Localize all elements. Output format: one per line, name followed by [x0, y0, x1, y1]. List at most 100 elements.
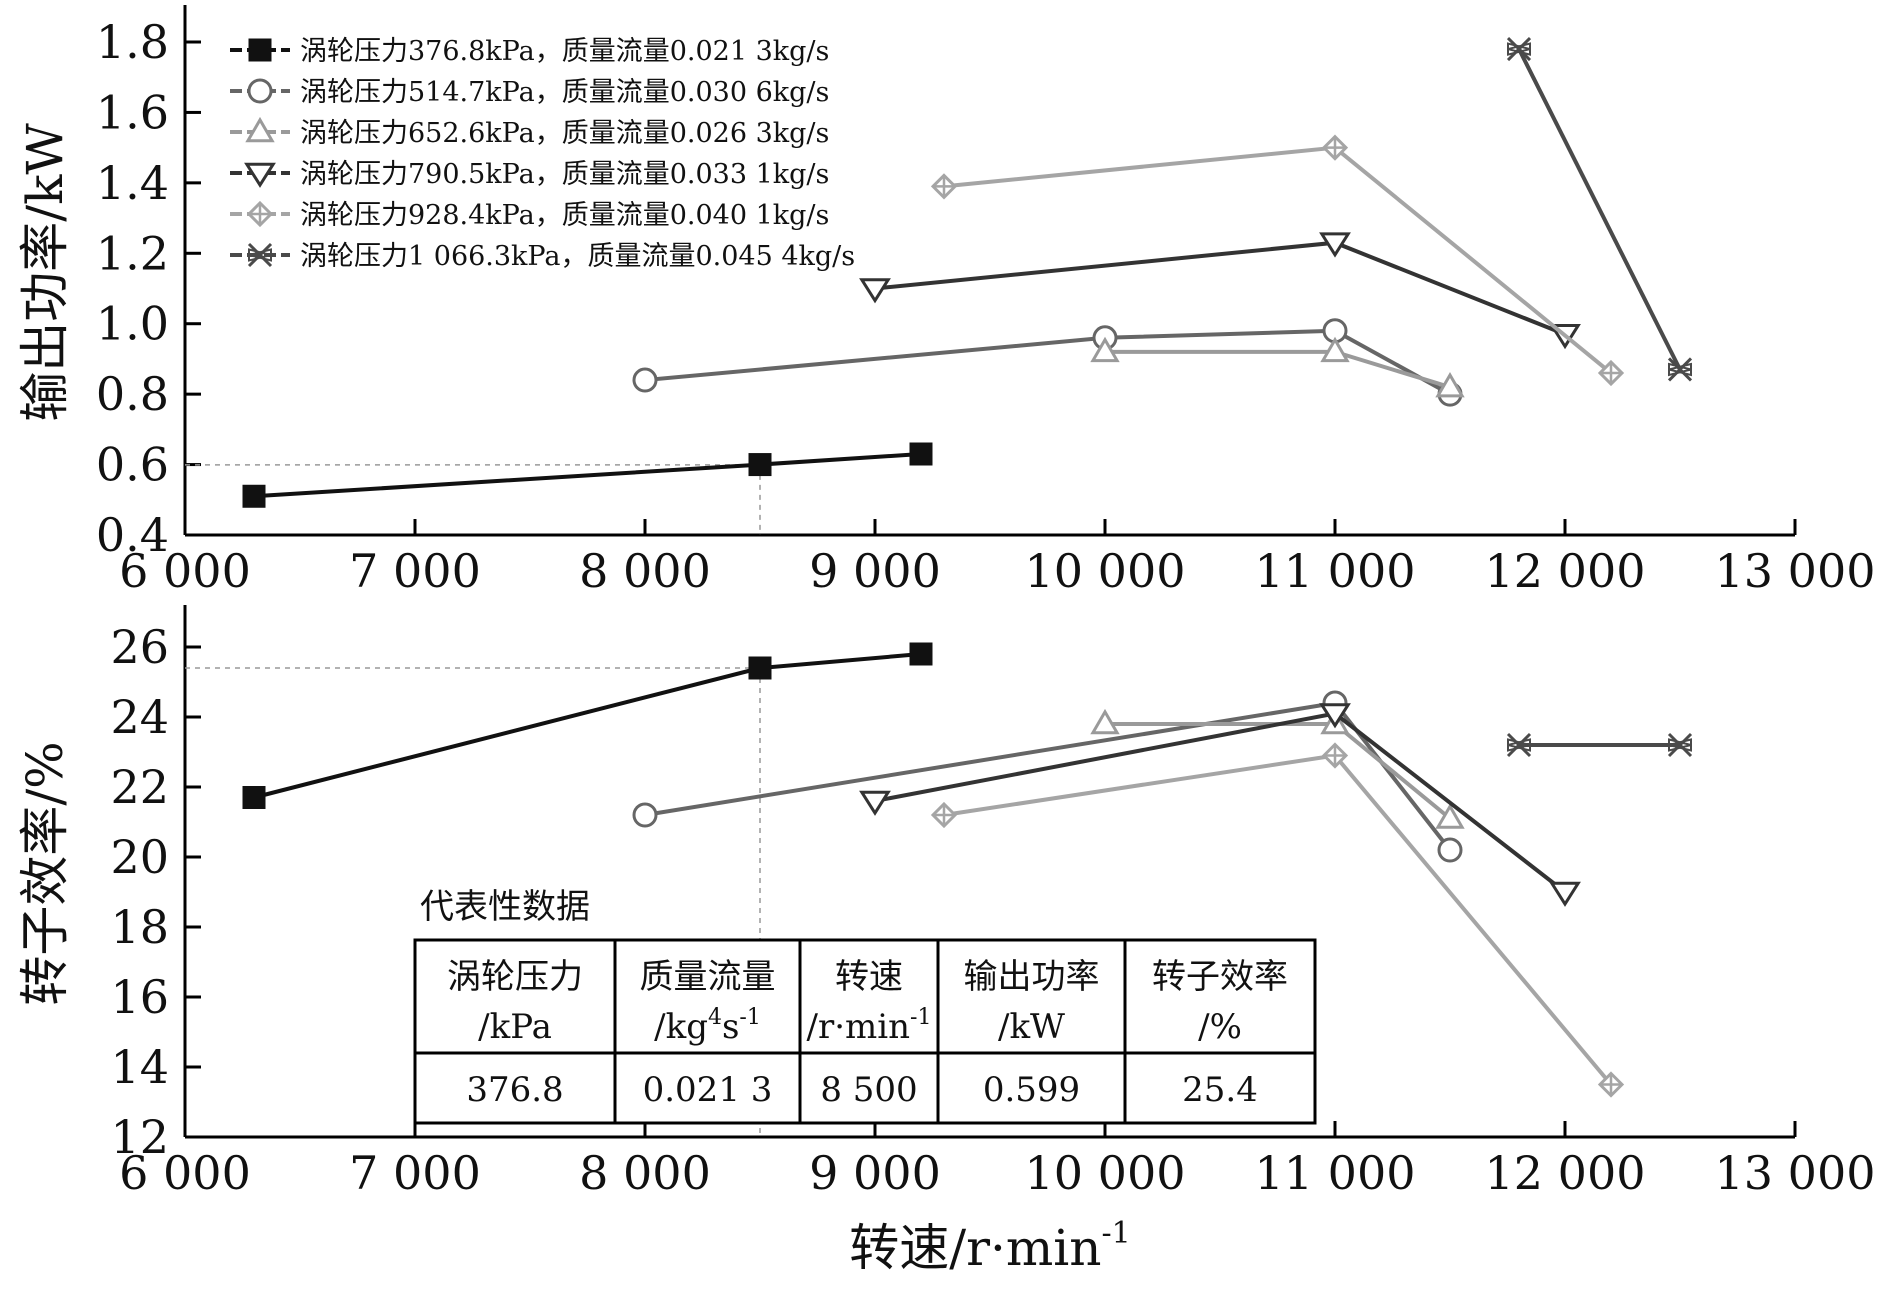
power-series-3-point	[1320, 336, 1350, 363]
efficiency-x-tick-label: 8 000	[579, 1146, 711, 1200]
power-series-3-line	[1105, 349, 1451, 390]
efficiency-x-axis-title: 转速/r·min-1	[849, 1216, 1130, 1277]
efficiency-series-4-line	[874, 711, 1567, 894]
table-header-1: 涡轮压力	[447, 957, 583, 997]
efficiency-series-4-point	[1549, 881, 1581, 907]
power-x-tick-label: 11 000	[1255, 544, 1416, 598]
efficiency-y-tick-label: 12	[110, 1110, 169, 1164]
efficiency-series-4-point	[859, 790, 891, 816]
efficiency-series-3-point	[1435, 803, 1465, 829]
power-y-tick-label: 1.6	[96, 85, 169, 139]
legend-label: 涡轮压力1 066.3kPa，质量流量0.045 4kg/s	[300, 241, 855, 272]
table-header-5-unit: /%	[1198, 1007, 1242, 1047]
legend-label: 涡轮压力514.7kPa，质量流量0.030 6kg/s	[300, 77, 829, 108]
efficiency-y-tick-label: 24	[110, 690, 169, 744]
efficiency-y-tick-label: 14	[110, 1040, 169, 1094]
power-x-tick-label: 6 000	[119, 544, 251, 598]
power-series-3-point	[1090, 336, 1120, 363]
power-series-5-line	[943, 145, 1613, 375]
efficiency-plot: 6 000 7 000 8 000 9 000 10 000 11 000 12 000 13…	[16, 605, 1875, 1277]
legend-item-4: 涡轮压力790.5kPa，质量流量0.033 1kg/s	[230, 159, 829, 190]
power-x-tick-label: 7 000	[349, 544, 481, 598]
efficiency-series-3-line	[1105, 722, 1452, 821]
table-header-3: 转速	[835, 957, 903, 997]
power-y-tick-label: 1.0	[96, 297, 169, 351]
efficiency-x-tick-label: 9 000	[809, 1146, 941, 1200]
power-x-tick-label: 10 000	[1025, 544, 1186, 598]
legend-marker-5	[246, 200, 274, 228]
legend-item-2: 涡轮压力514.7kPa，质量流量0.030 6kg/s	[230, 77, 829, 108]
power-series-1-point	[242, 484, 266, 508]
table-header-4: 输出功率	[964, 957, 1100, 997]
efficiency-y-tick-label: 18	[110, 900, 169, 954]
table-header-2-unit: /kg4s-1	[654, 1005, 761, 1047]
table-caption: 代表性数据	[420, 887, 590, 927]
power-x-tick-label: 8 000	[579, 544, 711, 598]
efficiency-x-tick-label: 7 000	[349, 1146, 481, 1200]
efficiency-y-tick-label: 20	[110, 830, 169, 884]
power-series-5-point	[930, 173, 958, 200]
power-y-tick-label: 0.8	[96, 367, 169, 421]
legend: 涡轮压力376.8kPa，质量流量0.021 3kg/s 涡轮压力514.7kPa…	[230, 36, 855, 272]
efficiency-x-tick-label: 11 000	[1255, 1146, 1416, 1200]
legend-item-3: 涡轮压力652.6kPa，质量流量0.026 3kg/s	[230, 116, 829, 149]
power-x-tick-label: 9 000	[809, 544, 941, 598]
power-series-4-point	[859, 278, 891, 304]
legend-label: 涡轮压力928.4kPa，质量流量0.040 1kg/s	[300, 200, 829, 231]
efficiency-y-tick-label: 26	[110, 620, 169, 674]
efficiency-series-1-point	[748, 656, 772, 680]
efficiency-series-1-point	[909, 642, 933, 666]
power-series-1-line	[253, 452, 922, 499]
table-header-3-unit: /r·min-1	[807, 1005, 932, 1047]
power-y-tick-label: 1.4	[96, 156, 169, 210]
efficiency-x-tick-label: 6 000	[119, 1146, 251, 1200]
power-series-5-point	[1321, 134, 1349, 161]
legend-label: 涡轮压力652.6kPa，质量流量0.026 3kg/s	[300, 118, 829, 149]
efficiency-series-2-point	[632, 802, 658, 828]
power-series-1-point	[909, 442, 933, 466]
power-x-tick-label: 12 000	[1485, 544, 1646, 598]
table-cell-4: 0.599	[983, 1070, 1080, 1110]
efficiency-y-tick-label: 22	[110, 760, 169, 814]
efficiency-series-2-point	[1437, 837, 1463, 863]
power-y-tick-label: 1.8	[96, 15, 169, 69]
legend-label: 涡轮压力790.5kPa，质量流量0.033 1kg/s	[300, 159, 829, 190]
power-series-3-point	[1435, 372, 1465, 398]
legend-marker-4	[244, 162, 276, 188]
efficiency-series-4-point	[1319, 703, 1351, 729]
power-y-tick-label: 0.4	[96, 508, 169, 562]
table-border	[413, 938, 1317, 1125]
table-header-2: 质量流量	[640, 957, 776, 997]
efficiency-series-5-point	[1321, 742, 1349, 769]
efficiency-series-5-point	[1597, 1071, 1625, 1098]
efficiency-series-6-point	[1506, 732, 1532, 758]
table-cell-1: 376.8	[466, 1070, 563, 1110]
efficiency-x-tick-label: 12 000	[1485, 1146, 1646, 1200]
efficiency-y-axis-title: 转子效率/%	[16, 741, 74, 1005]
legend-marker-2	[247, 78, 273, 104]
power-series-4-line	[874, 240, 1566, 337]
efficiency-x-tick-label: 10 000	[1025, 1146, 1186, 1200]
legend-marker-1	[248, 38, 272, 62]
power-series-6-point	[1506, 36, 1532, 62]
efficiency-series-1-point	[242, 786, 266, 809]
power-x-tick-label: 13 000	[1715, 544, 1876, 598]
table-cell-2: 0.021 3	[643, 1070, 773, 1110]
power-series-1-point	[748, 453, 772, 477]
legend-marker-6	[247, 242, 273, 268]
table-header-4-unit: /kW	[998, 1007, 1065, 1047]
power-series-4-point	[1319, 232, 1351, 258]
efficiency-series-1-line	[253, 652, 922, 800]
power-plot: 6 000 7 000 8 000 9 000 10 000 11 000 12 000 13…	[16, 5, 1875, 598]
legend-item-5: 涡轮压力928.4kPa，质量流量0.040 1kg/s	[230, 200, 829, 231]
power-series-2-point	[632, 367, 658, 393]
efficiency-series-5-point	[930, 801, 958, 829]
legend-label: 涡轮压力376.8kPa，质量流量0.021 3kg/s	[300, 36, 829, 67]
legend-item-1: 涡轮压力376.8kPa，质量流量0.021 3kg/s	[230, 36, 829, 67]
power-series-5-point	[1597, 359, 1625, 387]
table-cell-5: 25.4	[1182, 1070, 1258, 1110]
efficiency-series-6-point	[1667, 732, 1693, 758]
efficiency-y-tick-label: 16	[110, 970, 169, 1024]
